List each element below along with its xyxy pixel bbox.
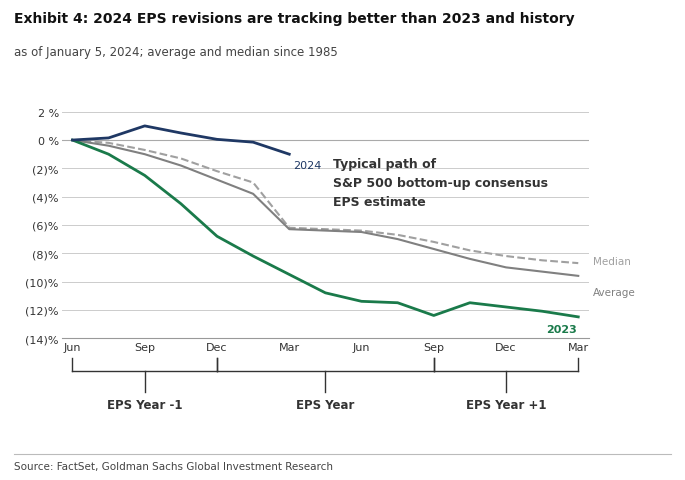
Text: EPS Year +1: EPS Year +1 (466, 398, 546, 411)
Text: Exhibit 4: 2024 EPS revisions are tracking better than 2023 and history: Exhibit 4: 2024 EPS revisions are tracki… (14, 12, 574, 26)
Text: Median: Median (593, 257, 630, 266)
Text: Typical path of
S&P 500 bottom-up consensus
EPS estimate: Typical path of S&P 500 bottom-up consen… (333, 158, 547, 209)
Text: as of January 5, 2024; average and median since 1985: as of January 5, 2024; average and media… (14, 46, 338, 59)
Text: 2023: 2023 (546, 324, 577, 334)
Text: Source: FactSet, Goldman Sachs Global Investment Research: Source: FactSet, Goldman Sachs Global In… (14, 461, 333, 471)
Text: EPS Year: EPS Year (296, 398, 355, 411)
Text: EPS Year -1: EPS Year -1 (107, 398, 182, 411)
Text: 2024: 2024 (293, 160, 321, 170)
Text: Average: Average (593, 288, 635, 298)
